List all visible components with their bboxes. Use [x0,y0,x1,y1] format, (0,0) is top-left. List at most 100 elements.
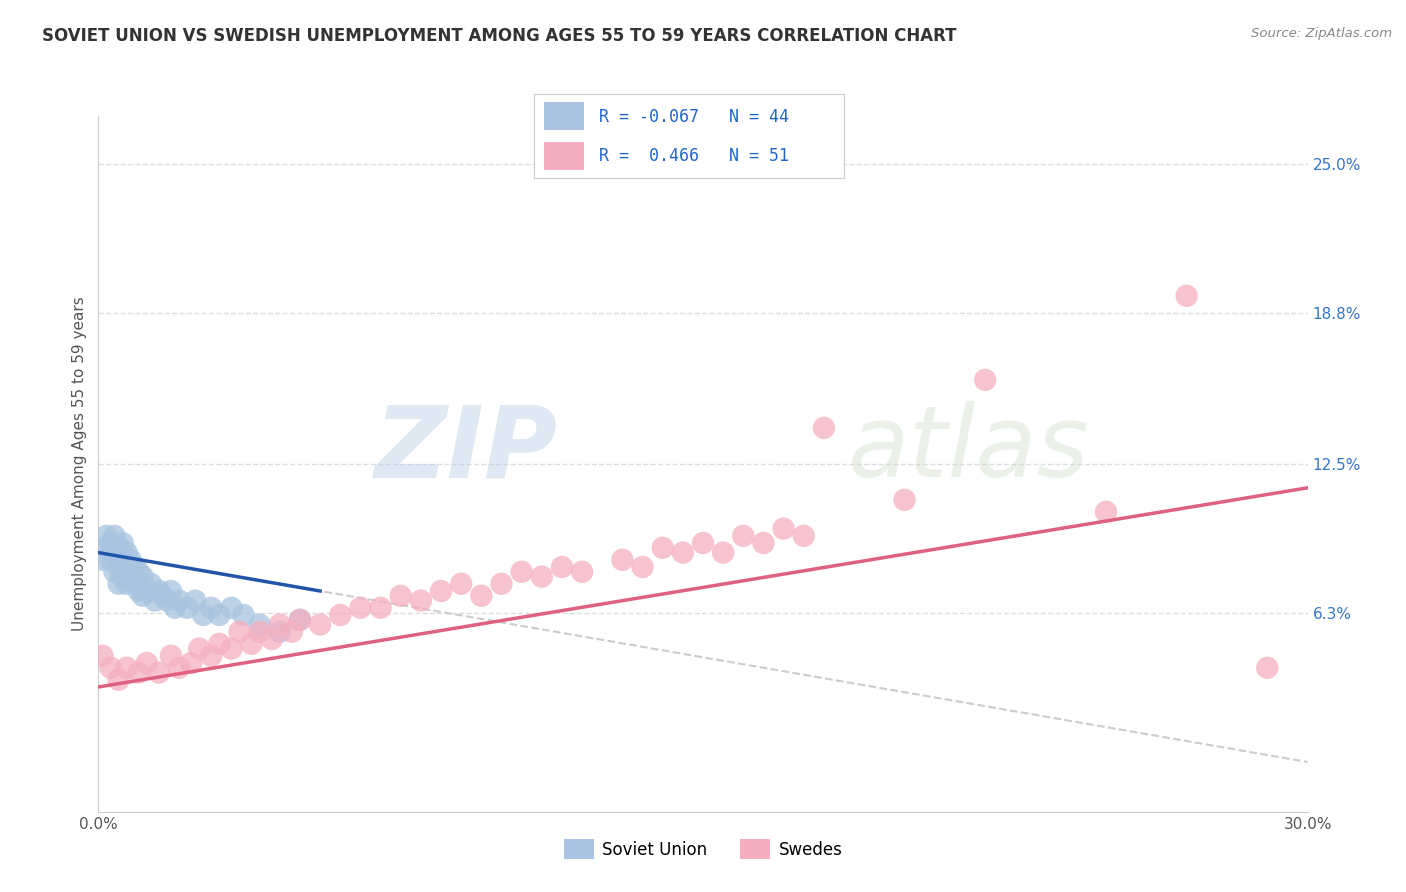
Legend: Soviet Union, Swedes: Soviet Union, Swedes [557,832,849,866]
Point [240,637,263,651]
Point [974,373,997,387]
Point [103,529,125,543]
Point [193,607,215,622]
Point [269,624,291,639]
Point [103,546,125,560]
Point [208,637,231,651]
Point [143,593,166,607]
Point [260,632,283,646]
Point [450,576,472,591]
Point [148,584,170,599]
Point [107,576,129,591]
Point [96,541,118,555]
Point [430,584,453,599]
Point [111,536,134,550]
Point [221,600,243,615]
Point [100,536,122,550]
Point [128,665,150,680]
Point [132,589,155,603]
Point [672,546,695,560]
Point [103,565,125,579]
Point [107,673,129,687]
Point [249,617,271,632]
Point [510,565,533,579]
Text: SOVIET UNION VS SWEDISH UNEMPLOYMENT AMONG AGES 55 TO 59 YEARS CORRELATION CHART: SOVIET UNION VS SWEDISH UNEMPLOYMENT AMO… [42,27,956,45]
Point [135,584,157,599]
Point [167,593,190,607]
Point [96,529,118,543]
Point [160,584,183,599]
Point [107,541,129,555]
Point [200,600,222,615]
Point [221,641,243,656]
Point [107,560,129,574]
Point [115,546,138,560]
Point [128,565,150,579]
Point [128,584,150,599]
Point [491,576,513,591]
Point [571,565,593,579]
Point [893,492,915,507]
Point [711,546,734,560]
Text: R = -0.067   N = 44: R = -0.067 N = 44 [599,108,789,126]
Point [1095,505,1118,519]
Bar [544,142,583,169]
Point [139,576,162,591]
Point [409,593,432,607]
Point [551,560,574,574]
Point [329,607,352,622]
Text: ZIP: ZIP [375,401,558,499]
Point [1256,661,1278,675]
Point [349,600,371,615]
Point [135,656,157,670]
Point [1175,289,1198,303]
Text: Source: ZipAtlas.com: Source: ZipAtlas.com [1251,27,1392,40]
Point [530,569,553,583]
Text: R =  0.466   N = 51: R = 0.466 N = 51 [599,146,789,164]
Point [120,553,142,567]
Point [124,560,146,574]
Point [156,593,179,607]
Point [115,560,138,574]
Point [111,553,134,567]
Point [631,560,654,574]
Point [132,569,155,583]
Point [100,661,122,675]
Point [115,576,138,591]
Point [752,536,775,550]
Point [612,553,634,567]
Point [228,624,250,639]
Y-axis label: Unemployment Among Ages 55 to 59 years: Unemployment Among Ages 55 to 59 years [72,296,87,632]
Point [184,593,207,607]
Point [370,600,392,615]
Point [163,600,186,615]
Point [692,536,714,550]
Point [309,617,332,632]
Point [91,648,114,663]
Point [91,553,114,567]
Point [180,656,202,670]
Point [288,613,311,627]
Point [651,541,673,555]
Point [232,607,254,622]
Point [269,617,291,632]
Point [733,529,755,543]
Bar [544,103,583,130]
Point [249,624,271,639]
Point [120,569,142,583]
Point [148,665,170,680]
Point [167,661,190,675]
Point [772,522,794,536]
Point [281,624,304,639]
Point [470,589,492,603]
Point [200,648,222,663]
Point [124,576,146,591]
Point [152,589,174,603]
Point [111,569,134,583]
Point [100,553,122,567]
Point [188,641,211,656]
Point [176,600,198,615]
Point [160,648,183,663]
Point [793,529,815,543]
Point [389,589,412,603]
